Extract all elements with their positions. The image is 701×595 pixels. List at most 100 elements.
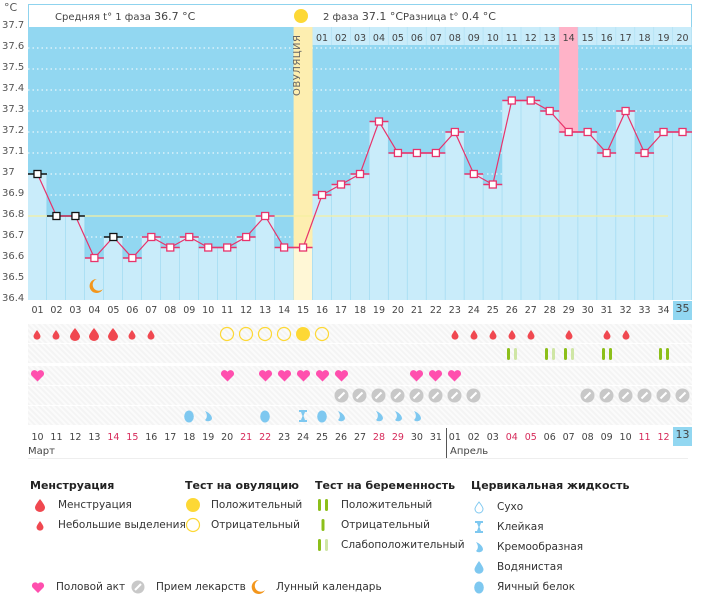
x-tick-label[interactable]: 22 <box>429 305 442 316</box>
empty-circle-icon[interactable] <box>313 324 332 343</box>
calendar-date[interactable]: 22 <box>259 432 272 443</box>
creamy-drop-icon[interactable] <box>407 406 426 425</box>
creamy-drop-icon[interactable] <box>332 406 351 425</box>
calendar-date[interactable]: 12 <box>657 432 670 443</box>
x-tick-label[interactable]: 20 <box>391 305 404 316</box>
calendar-date[interactable]: 11 <box>50 432 63 443</box>
calendar-date[interactable]: 31 <box>429 432 442 443</box>
x-tick-label[interactable]: 10 <box>202 305 215 316</box>
x-tick-label[interactable]: 30 <box>581 305 594 316</box>
filled-circle-icon[interactable] <box>294 324 313 343</box>
calendar-date[interactable]: 28 <box>372 432 386 443</box>
calendar-date[interactable]: 15 <box>126 432 139 443</box>
x-tick-label[interactable]: 23 <box>448 305 461 316</box>
egg-icon[interactable] <box>180 406 199 425</box>
x-tick-label[interactable]: 02 <box>50 305 63 316</box>
calendar-date[interactable]: 11 <box>638 432 651 443</box>
creamy-drop-icon[interactable] <box>369 406 388 425</box>
pill-icon[interactable] <box>445 386 464 405</box>
pill-icon[interactable] <box>597 386 616 405</box>
x-tick-label[interactable]: 26 <box>505 305 518 316</box>
calendar-date[interactable]: 16 <box>145 432 158 443</box>
calendar-date[interactable]: 18 <box>183 432 196 443</box>
heart-icon[interactable] <box>426 366 445 385</box>
calendar-date[interactable]: 20 <box>221 432 234 443</box>
small-drop-icon[interactable] <box>483 324 502 343</box>
creamy-drop-icon[interactable] <box>388 406 407 425</box>
small-drop-icon[interactable] <box>521 324 540 343</box>
x-tick-label[interactable]: 09 <box>183 305 196 316</box>
empty-circle-icon[interactable] <box>218 324 237 343</box>
x-tick-label[interactable]: 27 <box>524 305 537 316</box>
x-tick-label[interactable]: 24 <box>467 305 480 316</box>
x-tick-label[interactable]: 07 <box>145 305 158 316</box>
heart-icon[interactable] <box>313 366 332 385</box>
small-drop-icon[interactable] <box>559 324 578 343</box>
x-tick-label[interactable]: 08 <box>164 305 177 316</box>
calendar-date[interactable]: 03 <box>486 432 499 443</box>
egg-icon[interactable] <box>256 406 275 425</box>
x-tick-label[interactable]: 15 <box>297 305 310 316</box>
calendar-date[interactable]: 05 <box>524 432 537 443</box>
calendar-date[interactable]: 10 <box>619 432 632 443</box>
small-drop-icon[interactable] <box>123 324 142 343</box>
x-tick-label[interactable]: 18 <box>353 305 367 316</box>
pill-icon[interactable] <box>464 386 483 405</box>
pill-icon[interactable] <box>388 386 407 405</box>
x-tick-label[interactable]: 12 <box>240 305 253 316</box>
heart-icon[interactable] <box>275 366 294 385</box>
calendar-date[interactable]: 21 <box>240 432 253 443</box>
heart-icon[interactable] <box>332 366 351 385</box>
calendar-date[interactable]: 04 <box>505 432 518 443</box>
pill-icon[interactable] <box>369 386 388 405</box>
calendar-date[interactable]: 17 <box>164 432 177 443</box>
pill-icon[interactable] <box>635 386 654 405</box>
faint-line-icon[interactable] <box>559 344 578 363</box>
small-drop-icon[interactable] <box>28 324 47 343</box>
creamy-drop-icon[interactable] <box>199 406 218 425</box>
calendar-date[interactable]: 27 <box>353 432 367 443</box>
x-tick-label[interactable]: 29 <box>562 305 575 316</box>
x-tick-label[interactable]: 33 <box>638 305 651 316</box>
calendar-date[interactable]: 02 <box>467 432 480 443</box>
x-tick-label[interactable]: 14 <box>278 305 291 316</box>
pill-icon[interactable] <box>673 386 692 405</box>
x-tick-label[interactable]: 13 <box>259 305 272 316</box>
pill-icon[interactable] <box>578 386 597 405</box>
faint-line-icon[interactable] <box>540 344 559 363</box>
x-tick-label[interactable]: 28 <box>543 305 556 316</box>
small-drop-icon[interactable] <box>502 324 521 343</box>
calendar-date[interactable]: 30 <box>410 432 423 443</box>
x-tick-label[interactable]: 19 <box>372 305 386 316</box>
heart-icon[interactable] <box>28 366 47 385</box>
x-tick-label[interactable]: 34 <box>657 305 670 316</box>
empty-circle-icon[interactable] <box>237 324 256 343</box>
x-tick-label[interactable]: 06 <box>126 305 139 316</box>
x-tick-label[interactable]: 35 <box>673 301 692 320</box>
pill-icon[interactable] <box>426 386 445 405</box>
calendar-date[interactable]: 19 <box>202 432 215 443</box>
pill-icon[interactable] <box>654 386 673 405</box>
calendar-date[interactable]: 14 <box>107 432 120 443</box>
calendar-date[interactable]: 13 <box>88 432 101 443</box>
two-lines-icon[interactable] <box>597 344 616 363</box>
hourglass-icon[interactable] <box>294 406 313 425</box>
heart-icon[interactable] <box>294 366 313 385</box>
x-tick-label[interactable]: 32 <box>619 305 632 316</box>
pill-icon[interactable] <box>351 386 370 405</box>
calendar-date[interactable]: 25 <box>316 432 329 443</box>
heart-icon[interactable] <box>256 366 275 385</box>
calendar-date[interactable]: 08 <box>581 432 594 443</box>
x-tick-label[interactable]: 04 <box>88 305 101 316</box>
x-tick-label[interactable]: 25 <box>486 305 499 316</box>
x-tick-label[interactable]: 01 <box>31 305 44 316</box>
blood-drop-icon[interactable] <box>85 324 104 343</box>
calendar-date[interactable]: 07 <box>562 432 575 443</box>
calendar-date[interactable]: 13 <box>673 427 692 446</box>
calendar-date[interactable]: 06 <box>543 432 556 443</box>
egg-icon[interactable] <box>313 406 332 425</box>
pill-icon[interactable] <box>616 386 635 405</box>
small-drop-icon[interactable] <box>142 324 161 343</box>
empty-circle-icon[interactable] <box>256 324 275 343</box>
two-lines-icon[interactable] <box>654 344 673 363</box>
